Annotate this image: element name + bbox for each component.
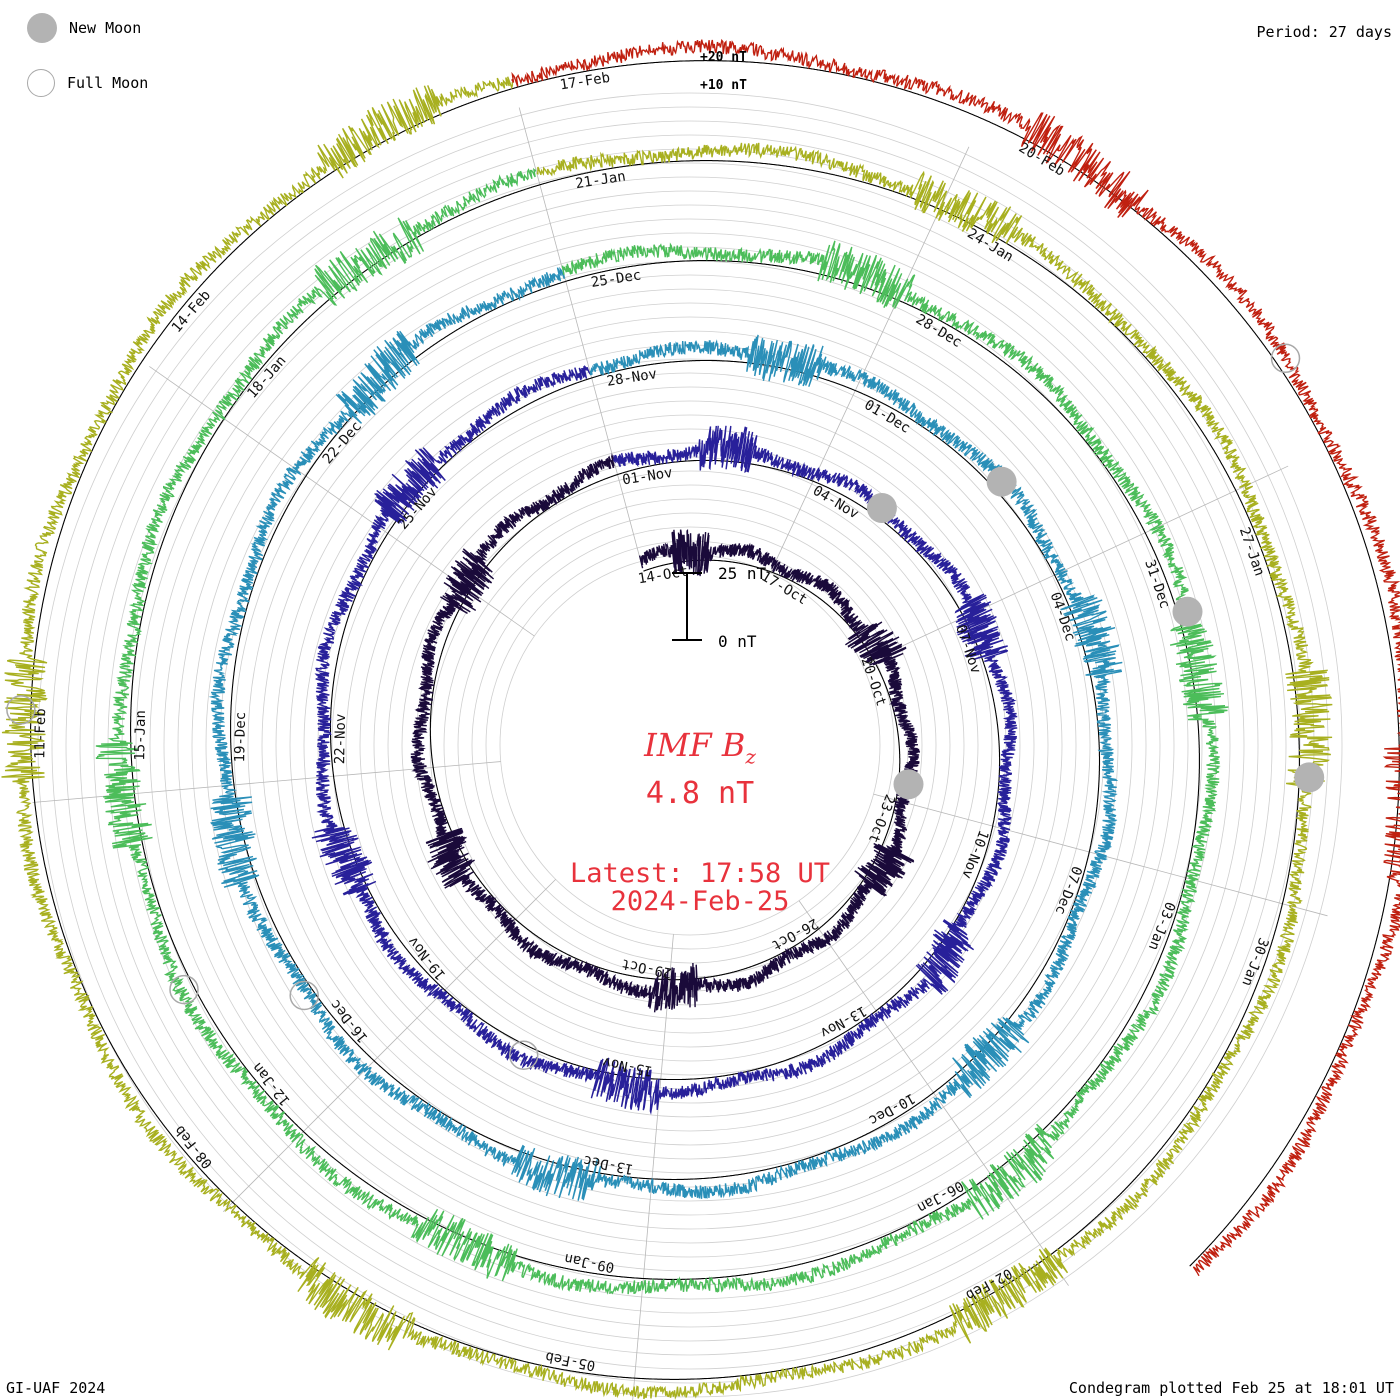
day-label: 05-Feb: [544, 1348, 597, 1373]
new-moon-icon: [27, 13, 57, 43]
day-label: 19-Dec: [232, 712, 249, 763]
grid-ring: [303, 358, 1077, 1132]
grid-ring: [247, 302, 1133, 1188]
day-label: 14-Oct: [637, 564, 689, 588]
day-label: 01-Nov: [621, 465, 673, 489]
grid-ring: [37, 92, 1343, 1398]
scale-top-label: 25 nT: [718, 564, 767, 583]
current-value: 4.8 nT: [645, 776, 755, 811]
bz-trace-cycle-3: [208, 266, 1123, 1201]
zero-baseline: [329, 377, 1001, 1081]
full-moon-marker: [169, 974, 199, 1005]
quantity-subscript: z: [745, 744, 756, 769]
new-moon-marker: [893, 769, 924, 800]
new-moon-marker: [1294, 762, 1325, 793]
day-spoke: [798, 900, 1069, 1286]
legend-full-moon: Full Moon: [27, 69, 148, 97]
footer-credit: GI-UAF 2024: [6, 1379, 106, 1397]
period-label: Period: 27 days: [1256, 23, 1392, 41]
full-moon-marker: [6, 695, 36, 725]
latest-date: 2024-Feb-25: [610, 886, 790, 917]
zero-baseline: [429, 474, 901, 981]
grid-ring: [135, 190, 1245, 1300]
quantity-name: IMF B: [644, 726, 746, 764]
day-label: 29-Oct: [620, 955, 673, 980]
day-label: 25-Dec: [590, 267, 642, 291]
day-label: 01-Dec: [861, 397, 913, 437]
grid-ring: [51, 106, 1329, 1384]
new-moon-marker: [866, 493, 897, 523]
grid-ring: [317, 372, 1063, 1118]
full-moon-marker: [289, 980, 319, 1011]
grid-ring: [387, 442, 993, 1048]
scale-bar: 25 nT 0 nT: [672, 564, 767, 651]
legend-new-moon: New Moon: [27, 13, 141, 43]
day-label: 15-Jan: [132, 710, 149, 761]
scale-bottom-label: 0 nT: [718, 632, 757, 651]
day-label: 11-Feb: [32, 708, 49, 759]
grid-ring: [275, 330, 1105, 1160]
quantity-title: IMF Bz: [0, 726, 1400, 768]
zero-baseline: [30, 87, 1300, 1380]
day-label: 22-Nov: [332, 714, 349, 765]
grid-ring: [191, 246, 1189, 1244]
grid-ring: [359, 414, 1021, 1076]
latest-time: Latest: 17:58 UT: [569, 858, 831, 889]
scale-label-20: +20 nT: [700, 50, 747, 65]
day-spoke: [223, 879, 556, 1212]
bz-trace-cycle-2: [311, 364, 1018, 1115]
full-moon-icon: [27, 69, 55, 97]
day-label: 28-Dec: [913, 311, 965, 351]
new-moon-marker: [1172, 596, 1203, 627]
day-label: 06-Jan: [914, 1177, 966, 1216]
bz-trace-cycle-5: [1, 76, 1333, 1400]
day-spoke: [862, 465, 1289, 666]
day-label: 17-Feb: [559, 70, 611, 94]
grid-ring: [373, 428, 1007, 1062]
zero-baseline: [130, 184, 1200, 1280]
bz-traces: [1, 38, 1400, 1400]
bz-trace-cycle-1: [410, 453, 921, 1013]
full-moon-marker: [1270, 343, 1301, 374]
grid-ring: [79, 134, 1301, 1356]
grid-ring: [163, 218, 1217, 1272]
footer-plot-time: Condegram plotted Feb 25 at 18:01 UT: [1068, 1379, 1394, 1397]
bz-trace-cycle-6: [511, 38, 1400, 1277]
day-label: 30-Jan: [1238, 935, 1271, 988]
moon-markers: [6, 343, 1325, 1070]
grid-ring: [261, 316, 1119, 1174]
legend-new-moon-label: New Moon: [69, 19, 142, 37]
grid-ring: [177, 232, 1203, 1258]
new-moon-marker: [986, 466, 1017, 497]
grid-ring: [331, 386, 1049, 1104]
scale-label-10: +10 nT: [700, 78, 747, 93]
full-moon-marker: [508, 1040, 539, 1070]
zero-baseline: [513, 60, 1400, 1267]
day-spoke: [632, 934, 674, 1400]
legend-full-moon-label: Full Moon: [67, 74, 149, 92]
grid-ring: [149, 204, 1231, 1286]
day-label: 21-Jan: [574, 168, 626, 192]
bz-trace-cycle-4: [95, 167, 1229, 1295]
grid-ring: [233, 288, 1147, 1202]
day-label: 13-Dec: [582, 1152, 635, 1177]
day-label: 28-Nov: [606, 366, 658, 390]
day-spoke: [518, 107, 642, 562]
grid-ring: [93, 148, 1287, 1342]
